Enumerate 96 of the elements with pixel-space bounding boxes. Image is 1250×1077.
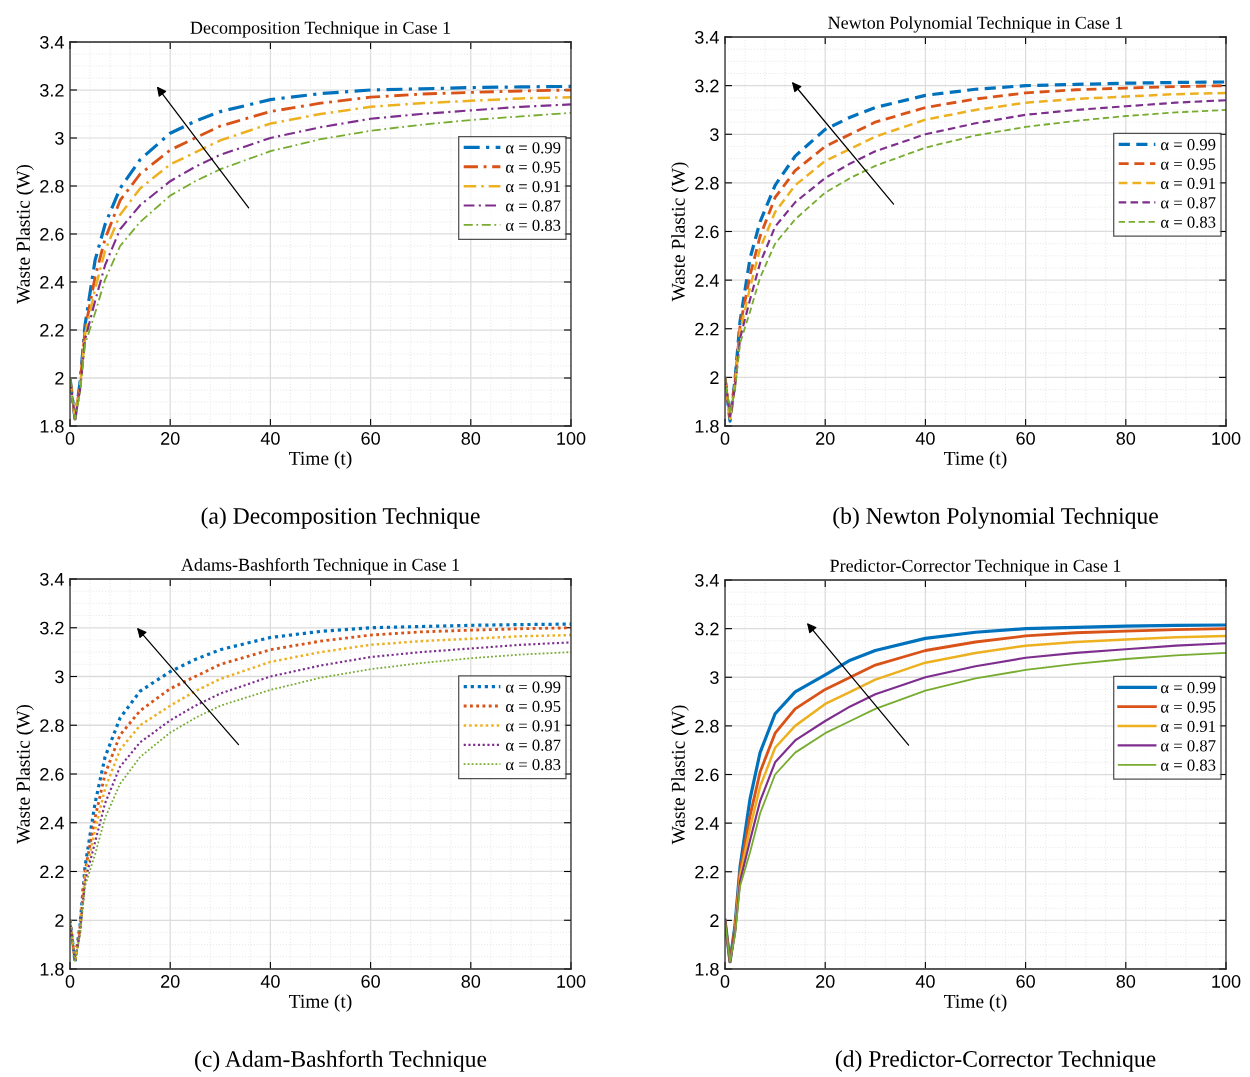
y-tick-label: 2.6 — [40, 767, 64, 781]
y-tick-label: 3.4 — [40, 572, 64, 586]
y-tick-label: 2.4 — [695, 817, 719, 830]
legend-label: α = 0.91 — [506, 720, 560, 732]
x-tick-label: 0 — [65, 432, 75, 445]
y-tick-label: 2.8 — [695, 719, 719, 733]
legend-label: α = 0.83 — [1161, 759, 1216, 771]
y-tick-label: 3.4 — [695, 573, 719, 587]
legend-label: α = 0.83 — [506, 758, 561, 771]
y-tick-label: 2.2 — [40, 865, 64, 879]
x-tick-label: 60 — [361, 432, 380, 445]
y-tick-label: 2.4 — [40, 275, 64, 289]
x-tick-label: 0 — [720, 432, 730, 445]
legend-label: α = 0.87 — [1161, 197, 1216, 209]
x-tick-label: 20 — [816, 975, 835, 988]
y-axis-title: Waste Plastic (W) — [16, 164, 34, 304]
x-axis-title: Time (t) — [289, 994, 352, 1012]
legend-label: α = 0.83 — [1161, 216, 1216, 228]
chart-title: Adams-Bashforth Technique in Case 1 — [181, 557, 460, 575]
y-tick-label: 3.2 — [40, 621, 64, 635]
y-tick-label: 2.2 — [40, 323, 64, 337]
legend-label: α = 0.91 — [1161, 177, 1215, 190]
x-tick-label: 100 — [557, 975, 586, 988]
y-tick-label: 2.2 — [695, 322, 719, 336]
x-tick-label: 80 — [461, 432, 481, 445]
legend-label: α = 0.87 — [1161, 740, 1216, 752]
y-tick-label: 2 — [55, 371, 64, 385]
y-tick-label: 2.8 — [695, 176, 719, 190]
y-tick-label: 3.2 — [695, 79, 719, 93]
x-tick-label: 40 — [915, 975, 935, 988]
x-axis-title: Time (t) — [289, 451, 352, 469]
y-axis-title: Waste Plastic (W) — [671, 162, 689, 302]
y-tick-label: 3 — [710, 128, 719, 141]
legend-label: α = 0.87 — [506, 739, 561, 751]
y-tick-label: 2.6 — [695, 768, 719, 782]
x-tick-label: 60 — [1016, 975, 1035, 988]
x-tick-label: 100 — [1212, 432, 1241, 445]
y-tick-label: 3 — [710, 671, 719, 684]
x-tick-label: 20 — [161, 432, 180, 445]
y-tick-label: 3.2 — [40, 83, 64, 97]
chart-title: Predictor-Corrector Technique in Case 1 — [830, 559, 1121, 576]
legend-label: α = 0.91 — [1161, 720, 1215, 733]
y-tick-label: 1.8 — [695, 962, 719, 976]
y-tick-label: 3.2 — [695, 622, 719, 636]
y-tick-label: 2.2 — [695, 865, 719, 879]
text: (d) Predictor-Corrector Technique — [835, 1050, 1156, 1072]
y-tick-label: 1.8 — [40, 419, 64, 433]
x-tick-label: 40 — [260, 432, 280, 445]
x-axis-title: Time (t) — [944, 451, 1007, 469]
text: (c) Adam-Bashforth Technique — [195, 1050, 487, 1072]
x-tick-label: 40 — [260, 975, 280, 988]
y-axis-title: Waste Plastic (W) — [16, 704, 34, 844]
x-tick-label: 0 — [720, 975, 730, 988]
legend-label: α = 0.95 — [1161, 701, 1216, 713]
x-tick-label: 100 — [557, 432, 586, 445]
x-tick-label: 100 — [1212, 975, 1241, 988]
y-axis-title: Waste Plastic (W) — [671, 705, 689, 845]
x-tick-label: 0 — [65, 975, 75, 988]
chart-title: Newton Polynomial Technique in Case 1 — [828, 16, 1123, 33]
y-tick-label: 2.8 — [40, 719, 64, 732]
y-tick-label: 2 — [710, 914, 719, 927]
text: (a) Decomposition Technique — [201, 507, 480, 529]
x-tick-label: 20 — [161, 975, 180, 988]
x-tick-label: 40 — [915, 432, 935, 445]
legend-label: α = 0.95 — [1161, 158, 1216, 170]
x-tick-label: 60 — [361, 975, 380, 988]
y-tick-label: 2.8 — [40, 179, 64, 193]
y-tick-label: 2.6 — [695, 225, 719, 239]
y-tick-label: 3.4 — [40, 35, 64, 49]
y-tick-label: 3 — [55, 670, 64, 684]
y-tick-label: 2 — [710, 371, 719, 384]
y-tick-label: 2.4 — [695, 274, 719, 287]
y-tick-label: 3.4 — [695, 30, 719, 44]
legend-label: α = 0.99 — [506, 681, 561, 693]
y-tick-label: 1.8 — [695, 419, 719, 433]
x-axis-title: Time (t) — [944, 994, 1007, 1012]
legend-label: α = 0.83 — [506, 219, 561, 231]
legend-label: α = 0.99 — [1161, 139, 1216, 151]
x-tick-label: 80 — [461, 975, 481, 988]
y-tick-label: 2 — [55, 914, 64, 927]
legend-label: α = 0.99 — [506, 142, 561, 154]
chart-title: Decomposition Technique in Case 1 — [190, 21, 450, 38]
x-tick-label: 80 — [1116, 975, 1136, 988]
legend-label: α = 0.95 — [506, 700, 561, 713]
text: (b) Newton Polynomial Technique — [833, 507, 1158, 529]
y-tick-label: 3 — [55, 131, 64, 145]
y-tick-label: 2.4 — [40, 816, 64, 830]
x-tick-label: 20 — [816, 432, 835, 445]
x-tick-label: 80 — [1116, 432, 1136, 445]
legend-label: α = 0.91 — [506, 180, 560, 193]
y-tick-label: 2.6 — [40, 227, 64, 241]
legend-label: α = 0.99 — [1161, 682, 1216, 694]
legend-label: α = 0.87 — [506, 200, 561, 212]
y-tick-label: 1.8 — [40, 962, 64, 976]
x-tick-label: 60 — [1016, 432, 1035, 445]
legend-label: α = 0.95 — [506, 161, 561, 173]
